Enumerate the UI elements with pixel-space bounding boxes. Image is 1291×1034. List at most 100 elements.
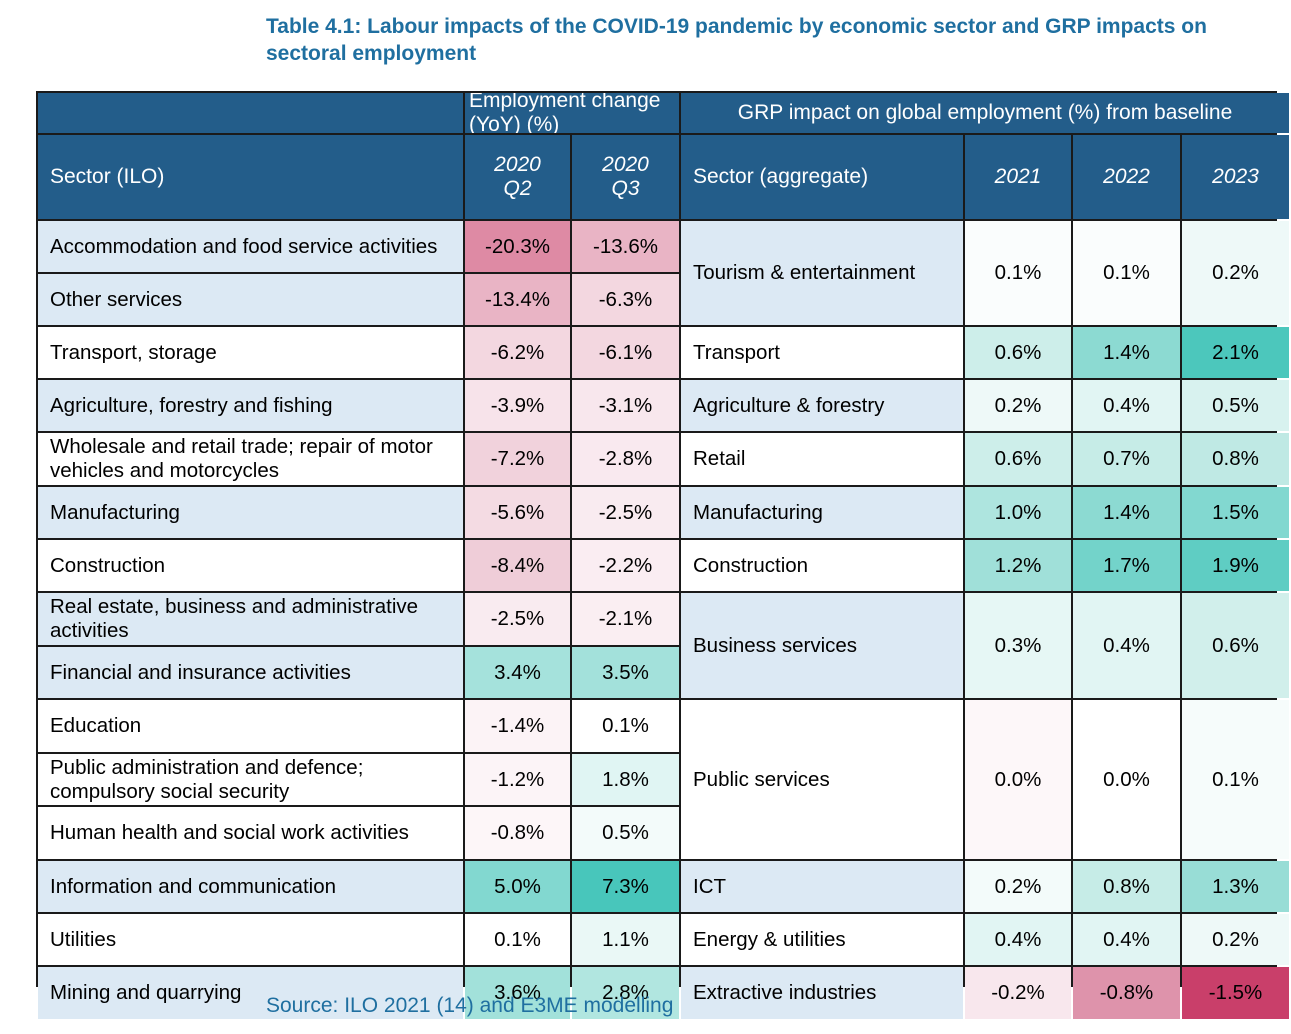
header-blank xyxy=(38,93,463,133)
y2022-value-cell: 0.4% xyxy=(1073,380,1180,431)
y2023-value-cell: 0.2% xyxy=(1182,221,1289,325)
y2023-value-cell: -1.5% xyxy=(1182,967,1289,1019)
q3-value-cell: -2.8% xyxy=(572,433,679,485)
agg-sector-cell: Public services xyxy=(681,700,963,859)
q3-value-cell: -6.3% xyxy=(572,274,679,325)
y2022-value-cell: 0.4% xyxy=(1073,914,1180,965)
header-2023: 2023 xyxy=(1182,135,1289,219)
y2023-value-cell: 1.9% xyxy=(1182,540,1289,591)
header-employment-change: Employment change (YoY) (%) xyxy=(465,93,679,133)
agg-sector-cell: Retail xyxy=(681,433,963,485)
agg-sector-cell: Agriculture & forestry xyxy=(681,380,963,431)
q2-value-cell: 3.6% xyxy=(465,967,570,1019)
ilo-sector-cell: Transport, storage xyxy=(38,327,463,378)
y2021-value-cell: 0.4% xyxy=(965,914,1071,965)
agg-sector-cell: Transport xyxy=(681,327,963,378)
q3-value-cell: 2.8% xyxy=(572,967,679,1019)
ilo-sector-cell: Public administration and defence; compu… xyxy=(38,754,463,805)
ilo-sector-cell: Wholesale and retail trade; repair of mo… xyxy=(38,433,463,485)
q2-value-cell: -8.4% xyxy=(465,540,570,591)
header-2020-q2: 2020 Q2 xyxy=(465,135,570,219)
header-grp-impact: GRP impact on global employment (%) from… xyxy=(681,93,1289,133)
q3-value-cell: -2.2% xyxy=(572,540,679,591)
q2-value-cell: -1.4% xyxy=(465,700,570,752)
agg-sector-cell: ICT xyxy=(681,861,963,912)
source-note: Source: ILO 2021 (14) and E3ME modelling xyxy=(266,994,674,1017)
y2022-value-cell: 0.7% xyxy=(1073,433,1180,485)
header-q2-year: 2020 xyxy=(494,153,541,176)
y2022-value-cell: 0.4% xyxy=(1073,593,1180,698)
y2023-value-cell: 1.3% xyxy=(1182,861,1289,912)
y2021-value-cell: 0.2% xyxy=(965,380,1071,431)
q3-value-cell: -13.6% xyxy=(572,221,679,272)
header-2020-q3: 2020 Q3 xyxy=(572,135,679,219)
q2-value-cell: -0.8% xyxy=(465,807,570,859)
header-q3-year: 2020 xyxy=(602,153,649,176)
y2021-value-cell: 0.0% xyxy=(965,700,1071,859)
agg-sector-cell: Business services xyxy=(681,593,963,698)
y2021-value-cell: -0.2% xyxy=(965,967,1071,1019)
y2023-value-cell: 0.2% xyxy=(1182,914,1289,965)
ilo-sector-cell: Accommodation and food service activitie… xyxy=(38,221,463,272)
y2022-value-cell: 0.0% xyxy=(1073,700,1180,859)
q3-value-cell: 0.5% xyxy=(572,807,679,859)
y2021-value-cell: 1.2% xyxy=(965,540,1071,591)
y2021-value-cell: 0.6% xyxy=(965,433,1071,485)
q3-value-cell: -2.1% xyxy=(572,593,679,645)
y2021-value-cell: 0.3% xyxy=(965,593,1071,698)
header-sector-ilo: Sector (ILO) xyxy=(38,135,463,219)
ilo-sector-cell: Human health and social work activities xyxy=(38,807,463,859)
ilo-sector-cell: Manufacturing xyxy=(38,487,463,538)
q3-value-cell: -2.5% xyxy=(572,487,679,538)
ilo-sector-cell: Information and communication xyxy=(38,861,463,912)
q2-value-cell: 5.0% xyxy=(465,861,570,912)
y2022-value-cell: -0.8% xyxy=(1073,967,1180,1019)
agg-sector-cell: Energy & utilities xyxy=(681,914,963,965)
q2-value-cell: -5.6% xyxy=(465,487,570,538)
y2023-value-cell: 0.5% xyxy=(1182,380,1289,431)
y2022-value-cell: 0.1% xyxy=(1073,221,1180,325)
agg-sector-cell: Manufacturing xyxy=(681,487,963,538)
q3-value-cell: 1.8% xyxy=(572,754,679,805)
y2023-value-cell: 2.1% xyxy=(1182,327,1289,378)
y2022-value-cell: 1.4% xyxy=(1073,327,1180,378)
q2-value-cell: -20.3% xyxy=(465,221,570,272)
agg-sector-cell: Construction xyxy=(681,540,963,591)
header-2021: 2021 xyxy=(965,135,1071,219)
q2-value-cell: -3.9% xyxy=(465,380,570,431)
ilo-sector-cell: Mining and quarrying xyxy=(38,967,463,1019)
ilo-sector-cell: Financial and insurance activities xyxy=(38,647,463,698)
q2-value-cell: -1.2% xyxy=(465,754,570,805)
header-q3-quarter: Q3 xyxy=(611,177,640,200)
q3-value-cell: 3.5% xyxy=(572,647,679,698)
q2-value-cell: 0.1% xyxy=(465,914,570,965)
header-2022: 2022 xyxy=(1073,135,1180,219)
q2-value-cell: -2.5% xyxy=(465,593,570,645)
y2021-value-cell: 0.1% xyxy=(965,221,1071,325)
ilo-sector-cell: Agriculture, forestry and fishing xyxy=(38,380,463,431)
q2-value-cell: -7.2% xyxy=(465,433,570,485)
agg-sector-cell: Tourism & entertainment xyxy=(681,221,963,325)
y2021-value-cell: 0.6% xyxy=(965,327,1071,378)
y2022-value-cell: 1.7% xyxy=(1073,540,1180,591)
q3-value-cell: 1.1% xyxy=(572,914,679,965)
y2023-value-cell: 0.6% xyxy=(1182,593,1289,698)
table-title: Table 4.1: Labour impacts of the COVID-1… xyxy=(266,15,1207,65)
y2022-value-cell: 1.4% xyxy=(1073,487,1180,538)
q3-value-cell: 0.1% xyxy=(572,700,679,752)
q3-value-cell: -6.1% xyxy=(572,327,679,378)
q2-value-cell: -6.2% xyxy=(465,327,570,378)
ilo-sector-cell: Other services xyxy=(38,274,463,325)
y2023-value-cell: 1.5% xyxy=(1182,487,1289,538)
ilo-sector-cell: Construction xyxy=(38,540,463,591)
ilo-sector-cell: Real estate, business and administrative… xyxy=(38,593,463,645)
data-table: Employment change (YoY) (%) GRP impact o… xyxy=(36,91,1289,1019)
y2022-value-cell: 0.8% xyxy=(1073,861,1180,912)
y2021-value-cell: 0.2% xyxy=(965,861,1071,912)
header-q2-quarter: Q2 xyxy=(503,177,532,200)
y2023-value-cell: 0.1% xyxy=(1182,700,1289,859)
y2021-value-cell: 1.0% xyxy=(965,487,1071,538)
q2-value-cell: -13.4% xyxy=(465,274,570,325)
q3-value-cell: 7.3% xyxy=(572,861,679,912)
y2023-value-cell: 0.8% xyxy=(1182,433,1289,485)
